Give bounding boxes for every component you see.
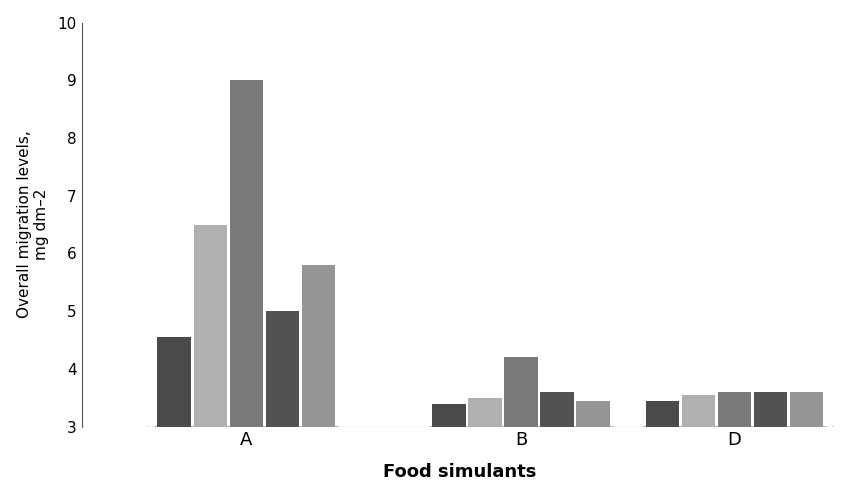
Bar xyxy=(266,311,299,427)
Bar xyxy=(432,403,466,427)
Bar xyxy=(540,392,574,427)
Bar xyxy=(754,392,787,427)
Bar xyxy=(681,395,716,427)
Polygon shape xyxy=(429,427,624,433)
Bar xyxy=(646,400,680,427)
Y-axis label: Overall migration levels,
mg dm–2: Overall migration levels, mg dm–2 xyxy=(16,131,49,319)
Bar xyxy=(229,80,263,427)
Bar xyxy=(576,400,610,427)
Bar xyxy=(790,392,823,427)
Bar xyxy=(718,392,752,427)
Bar xyxy=(469,398,502,427)
Bar xyxy=(193,225,227,427)
Bar xyxy=(157,337,191,427)
X-axis label: Food simulants: Food simulants xyxy=(383,463,537,482)
Bar xyxy=(302,265,335,427)
Polygon shape xyxy=(155,427,349,433)
Bar xyxy=(504,358,538,427)
Polygon shape xyxy=(643,427,837,433)
